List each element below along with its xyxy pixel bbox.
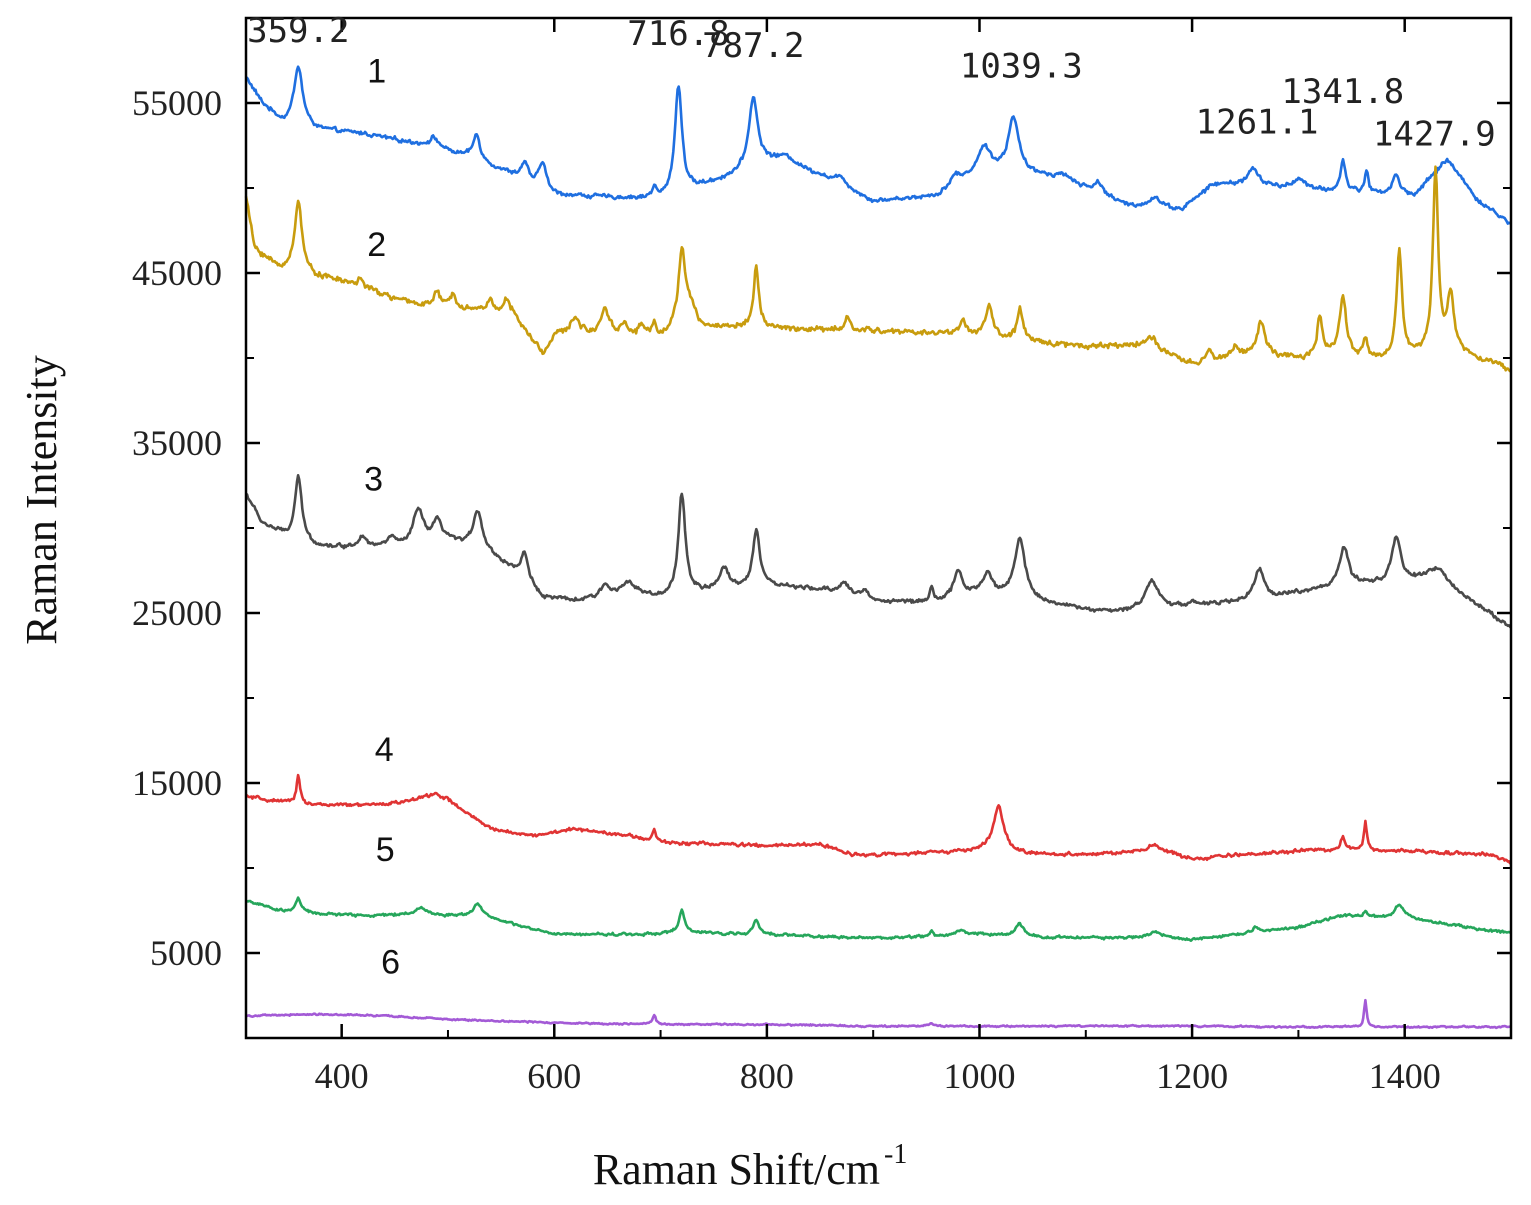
series-line-4: [245, 773, 1512, 865]
y-tick-label: 35000: [132, 423, 222, 463]
series-line-5: [245, 896, 1512, 943]
peak-label: 1039.3: [960, 47, 1083, 87]
series-label-4: 4: [375, 731, 394, 769]
series-label-5: 5: [376, 831, 395, 869]
series-line-1: [245, 65, 1512, 226]
series-layer: [244, 65, 1512, 1030]
y-axis-title: Raman Intensity: [17, 355, 66, 645]
y-tick-label: 55000: [132, 83, 222, 123]
x-tick-label: 1000: [943, 1056, 1015, 1096]
series-line-3: [245, 473, 1512, 629]
peak-label: 359.2: [247, 11, 349, 51]
x-axis-title-superscript: -1: [884, 1139, 907, 1170]
series-label-6: 6: [381, 943, 400, 981]
text-layer: 400 600 800 1000 1200 1400 5000 15000 25000 35000…: [132, 11, 1496, 1096]
series-line-2: [244, 165, 1512, 373]
x-tick-label: 1200: [1156, 1056, 1228, 1096]
ticks-layer: [246, 17, 1512, 1038]
peak-label: 716.8: [627, 14, 729, 54]
x-tick-label: 800: [740, 1056, 794, 1096]
y-tick-label: 25000: [132, 593, 222, 633]
y-tick-label: 5000: [150, 933, 222, 973]
series-label-3: 3: [364, 461, 383, 499]
x-tick-label: 400: [315, 1056, 369, 1096]
y-tick-label: 15000: [132, 763, 222, 803]
x-tick-label: 600: [527, 1056, 581, 1096]
peak-label: 1427.9: [1373, 115, 1496, 155]
peak-label: 1261.1: [1196, 103, 1319, 143]
series-label-1: 1: [367, 53, 386, 91]
series-line-6: [245, 998, 1512, 1030]
y-tick-label: 45000: [132, 253, 222, 293]
x-axis-title: Raman Shift/cm: [593, 1145, 880, 1194]
peak-label: 787.2: [702, 26, 804, 66]
plot-frame: [244, 16, 1513, 1040]
series-label-2: 2: [367, 226, 386, 264]
peak-label: 1341.8: [1281, 72, 1404, 112]
x-tick-label: 1400: [1369, 1056, 1441, 1096]
